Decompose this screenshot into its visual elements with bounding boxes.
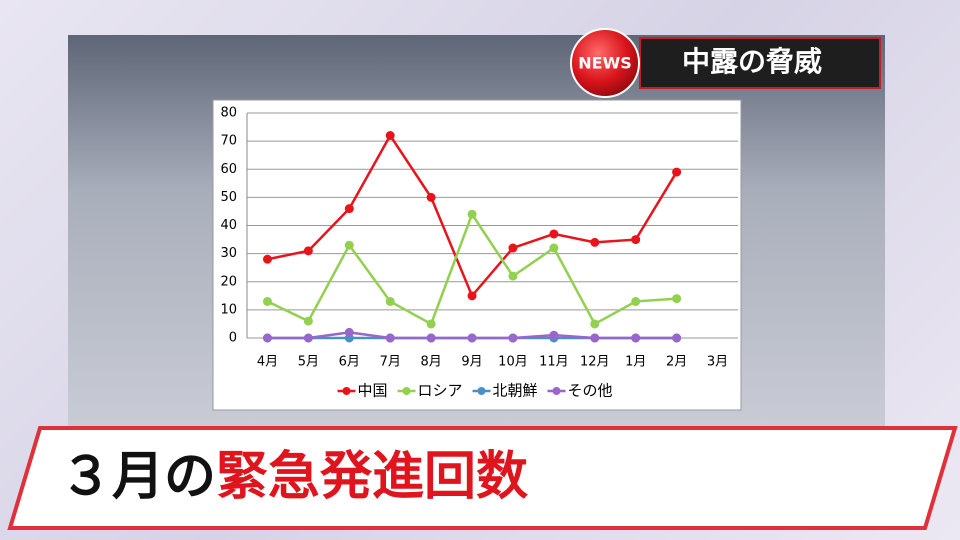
y-tick-label: 0 [229,331,237,346]
x-tick-label: 1月 [625,355,646,370]
data-point [631,296,641,306]
caption-highlight: 緊急発進回数 [216,447,528,507]
data-point [385,296,395,306]
data-point [508,271,518,281]
data-point [631,235,641,245]
data-point [549,330,559,340]
news-badge [570,28,640,98]
caption: ３月の緊急発進回数 [60,447,528,507]
legend-label: 中国 [358,382,388,400]
x-tick-label: 2月 [666,355,687,370]
data-point [385,333,395,343]
data-point [590,333,600,343]
data-point [672,167,682,177]
data-point [467,291,477,301]
data-point [426,319,436,329]
data-point [549,243,559,253]
legend-marker [552,387,561,395]
legend-marker [402,387,411,395]
x-tick-label: 4月 [257,355,278,370]
x-tick-label: 7月 [380,355,401,370]
data-point [467,209,477,219]
data-point [590,319,600,329]
data-point [262,296,272,306]
y-tick-label: 50 [220,190,237,205]
data-point [590,237,600,247]
data-point [344,240,354,250]
data-point [303,246,313,256]
caption-lead: ３月の [60,447,216,507]
data-point [426,192,436,202]
legend-marker [477,387,486,395]
data-point [303,333,313,343]
y-tick-label: 80 [220,106,237,121]
data-point [672,294,682,304]
legend-label: その他 [568,382,613,400]
x-tick-label: 5月 [298,355,319,370]
data-point [385,131,395,140]
data-point [672,333,682,343]
news-badge-text: NEWS [578,54,632,73]
data-point [344,327,354,337]
data-point [262,254,272,264]
data-point [508,333,518,343]
legend-label: ロシア [418,382,463,400]
x-tick-label: 3月 [707,355,728,370]
x-tick-label: 6月 [339,355,360,370]
data-point [508,243,518,253]
data-point [262,333,272,343]
y-tick-label: 70 [220,134,237,149]
caption-bar [7,426,958,530]
x-tick-label: 12月 [580,355,610,370]
data-point [631,333,641,343]
x-tick-label: 10月 [498,355,528,370]
data-point [549,229,559,239]
data-point [344,204,354,214]
chart-frame [212,99,742,411]
x-tick-label: 9月 [461,355,482,370]
y-tick-label: 40 [220,218,237,233]
legend-label: 北朝鮮 [493,382,538,400]
x-tick-label: 8月 [420,355,441,370]
data-point [467,333,477,343]
data-point [426,333,436,343]
data-point [303,316,313,326]
y-tick-label: 20 [220,274,237,289]
legend-marker [342,387,351,395]
y-tick-label: 10 [220,302,237,317]
y-tick-label: 60 [220,162,237,177]
y-tick-label: 30 [220,246,237,261]
x-tick-label: 11月 [539,355,569,370]
header-title: 中露の脅威 [682,45,822,78]
